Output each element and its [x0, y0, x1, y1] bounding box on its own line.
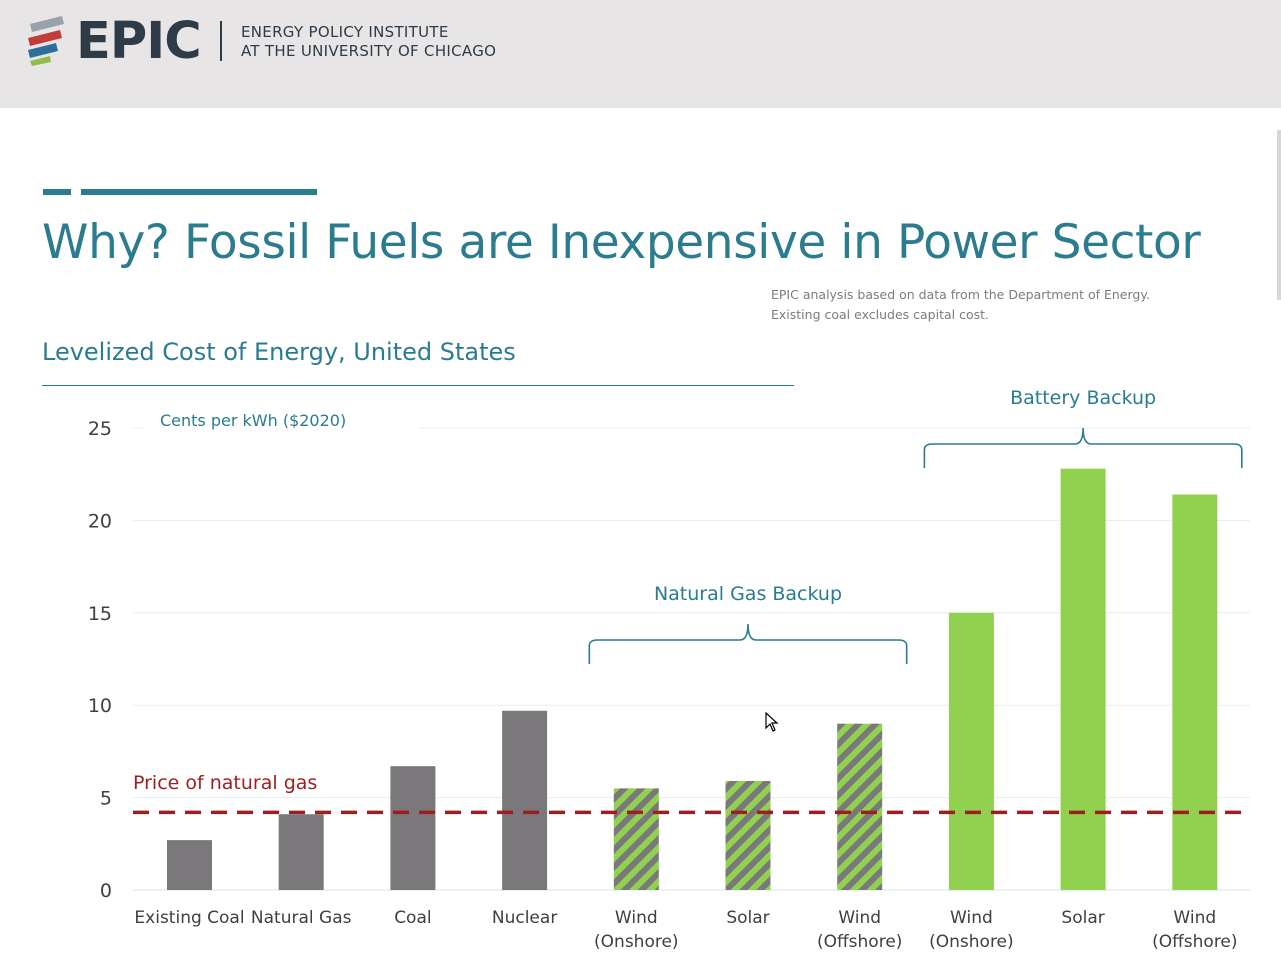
x-tick-label: Solar: [1061, 908, 1104, 928]
mouse-cursor-icon: [765, 712, 779, 732]
y-axis-unit-label: Cents per kWh ($2020): [160, 411, 346, 430]
slide-title: Why? Fossil Fuels are Inexpensive in Pow…: [42, 215, 1201, 270]
y-tick-label: 10: [88, 695, 112, 717]
bar-1: [278, 814, 324, 890]
institute-name: ENERGY POLICY INSTITUTE AT THE UNIVERSIT…: [241, 23, 496, 61]
unit-label-bg: [145, 405, 420, 431]
group-brace: [923, 427, 1243, 468]
y-tick-label: 0: [100, 880, 112, 902]
logo-wordmark: EPIC: [76, 12, 202, 71]
y-tick-label: 25: [88, 418, 112, 440]
institute-line-2: AT THE UNIVERSITY OF CHICAGO: [241, 42, 497, 60]
x-tick-label: Wind: [615, 908, 658, 928]
title-accent-short: [43, 189, 71, 195]
y-tick-label: 15: [88, 603, 112, 625]
bar-9: [1172, 494, 1218, 890]
x-tick-label: Existing Coal: [134, 908, 244, 928]
bar-7: [948, 612, 994, 890]
x-tick-label: Wind: [838, 908, 881, 928]
header-banner: EPIC ENERGY POLICY INSTITUTE AT THE UNIV…: [0, 0, 1281, 108]
logo-divider: [220, 21, 222, 61]
bar-8: [1060, 468, 1106, 890]
group-brace: [588, 623, 908, 664]
x-tick-label: Wind: [1173, 908, 1216, 928]
y-tick-label: 20: [88, 510, 112, 532]
subtitle-rule: [42, 385, 794, 386]
x-tick-label: Natural Gas: [251, 908, 352, 928]
chart-subtitle: Levelized Cost of Energy, United States: [42, 338, 516, 366]
source-line-1: EPIC analysis based on data from the Dep…: [771, 287, 1150, 302]
bar-0: [167, 840, 212, 890]
window-edge: [1277, 130, 1281, 300]
source-note: EPIC analysis based on data from the Dep…: [771, 285, 1150, 325]
bar-5: [725, 780, 771, 890]
source-line-2: Existing coal excludes capital cost.: [771, 307, 989, 322]
x-tick-label-line2: (Offshore): [817, 932, 902, 952]
x-tick-label-line2: (Onshore): [929, 932, 1014, 952]
x-tick-label-line2: (Onshore): [594, 932, 679, 952]
epic-logo-icon: [28, 16, 64, 66]
x-tick-label: Solar: [726, 908, 769, 928]
institute-line-1: ENERGY POLICY INSTITUTE: [241, 23, 449, 41]
bar-6: [837, 723, 883, 890]
bar-2: [390, 766, 436, 890]
bar-4: [613, 788, 659, 890]
bar-3: [502, 710, 548, 890]
y-tick-label: 5: [100, 788, 112, 810]
group-label: Natural Gas Backup: [654, 583, 842, 605]
group-label: Battery Backup: [1010, 387, 1156, 409]
reference-line-label: Price of natural gas: [133, 772, 317, 794]
x-tick-label: Nuclear: [492, 908, 557, 928]
x-tick-label: Wind: [950, 908, 993, 928]
title-accent-long: [81, 189, 317, 195]
x-tick-label: Coal: [394, 908, 431, 928]
x-tick-label-line2: (Offshore): [1152, 932, 1237, 952]
